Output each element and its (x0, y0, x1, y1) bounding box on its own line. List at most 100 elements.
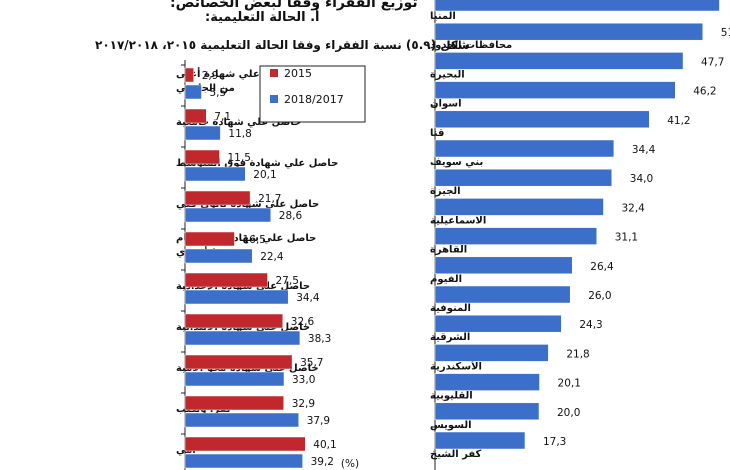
section-header: توزيع الفقراء وفقاً لبعض الخصائص: (170, 0, 418, 11)
bar-value-label: 11,8 (228, 128, 251, 140)
bar-value-label: 7,1 (214, 111, 231, 123)
unit-label: (%) (341, 458, 359, 470)
left-category-label: حاصل علي شهادة جامعية (176, 117, 301, 128)
governorate-value-label: 41,2 (667, 115, 690, 127)
bar-value-label: 33,0 (292, 374, 315, 386)
governorate-bar (434, 285, 571, 304)
right-category-label: الجيزة (430, 186, 461, 197)
bar-2015 (184, 108, 207, 124)
bar-value-label: 38,3 (308, 333, 331, 345)
governorate-bar (434, 168, 613, 187)
bar-value-label: 27,5 (276, 275, 299, 287)
bar-value-label: 35,7 (300, 357, 323, 369)
governorate-value-label: 34,0 (630, 173, 653, 185)
governorate-value-label: 17,3 (543, 436, 566, 448)
legend-label: 2015 (284, 67, 312, 80)
governorate-value-label: 26,0 (588, 290, 611, 302)
bar-2015 (184, 149, 220, 165)
legend-label: 2018/2017 (284, 93, 344, 106)
bar-2018-2017 (184, 330, 301, 346)
bar-2018-2017 (184, 166, 246, 182)
governorate-bar (434, 344, 549, 362)
left-category-label: حاصل علي شهادة فوق المتوسط (176, 158, 338, 169)
right-category-label: الأسكندرية (430, 359, 482, 372)
governorate-bar (434, 110, 650, 129)
governorate-bar (434, 431, 526, 450)
governorate-bar (434, 256, 573, 275)
governorate-bar (434, 22, 704, 41)
bar-value-label: 22,4 (260, 251, 284, 263)
bar-2018-2017 (184, 84, 202, 100)
bar-2015 (184, 190, 251, 206)
governorate-value-label: 31,1 (615, 232, 638, 244)
right-category-label: قنا (430, 128, 444, 139)
right-category-label: المنيا (430, 11, 456, 22)
bar-value-label: 37,9 (307, 415, 330, 427)
right-category-label: محافظات الحدود (430, 40, 512, 51)
governorate-value-label: 32,4 (621, 202, 645, 214)
bar-2018-2017 (184, 207, 272, 223)
governorate-value-label: 20,0 (557, 407, 580, 419)
bar-value-label: 21,7 (258, 193, 281, 205)
bar-2015 (184, 354, 293, 370)
right-category-label: أسوان (430, 97, 462, 110)
bar-2015 (184, 67, 194, 83)
right-category-label: الفيوم (430, 274, 462, 285)
right-category-label: القليوبية (430, 391, 473, 402)
legend-swatch (270, 69, 278, 77)
bar-value-label: 32,9 (292, 398, 315, 410)
bar-2015 (184, 313, 284, 329)
bar-2018-2017 (184, 125, 221, 141)
governorate-value-label: 34,4 (632, 144, 656, 156)
bar-value-label: 16,5 (243, 234, 266, 246)
bar-2015 (184, 436, 306, 452)
bar-2018-2017 (184, 412, 299, 428)
bar-2018-2017 (184, 289, 289, 305)
right-category-label: المنوفية (430, 303, 471, 314)
legend-swatch (270, 95, 278, 103)
bar-2018-2017 (184, 371, 285, 387)
bar-value-label: 39,2 (311, 456, 334, 468)
bar-2015 (184, 272, 268, 288)
governorate-value-label: 46,2 (693, 86, 716, 98)
governorate-bar (434, 198, 604, 216)
right-category-label: كفر الشيخ (430, 449, 482, 460)
governorate-bar (434, 0, 720, 12)
governorate-value-label: 26,4 (590, 261, 614, 273)
right-category-label: بني سويف (430, 157, 483, 168)
governorate-value-label: 47,7 (701, 56, 724, 68)
bar-value-label: 2,9 (202, 70, 219, 82)
right-category-label: الشرقية (430, 332, 470, 343)
bar-value-label: 20,1 (253, 169, 276, 181)
right-category-label: البحيرة (430, 69, 465, 80)
governorate-bar (434, 314, 562, 333)
right-category-label: الاسماعيلية (430, 215, 486, 226)
bar-value-label: 11,5 (228, 152, 251, 164)
right-category-label: السويس (430, 420, 472, 431)
bar-value-label: 40,1 (313, 439, 336, 451)
bar-2015 (184, 395, 284, 411)
governorate-bar (434, 402, 540, 421)
governorate-bar (434, 227, 597, 245)
right-category-label: القاهرة (430, 245, 467, 256)
bar-2018-2017 (184, 248, 253, 264)
chart-title: شكل (٥.٩) نسبة الفقراء وفقا الحالة التعل… (95, 38, 470, 52)
governorate-value-label: 21,8 (566, 348, 589, 360)
governorate-bar (434, 373, 540, 391)
governorate-bar (434, 139, 615, 158)
bar-2015 (184, 231, 235, 247)
bar-value-label: 5,5 (210, 87, 227, 99)
governorate-value-label: 51,5 (721, 27, 730, 39)
bar-value-label: 28,6 (279, 210, 303, 222)
bar-2018-2017 (184, 453, 303, 469)
governorate-value-label: 20,1 (558, 378, 581, 390)
governorate-bar (434, 52, 684, 70)
governorate-bar (434, 81, 676, 99)
left-category-label: من الجامعي (176, 83, 235, 94)
bar-value-label: 32,6 (291, 316, 315, 328)
governorate-value-label: 24,3 (579, 319, 602, 331)
left-category-label: حاصل علي شهادة ثانوي عام (176, 233, 316, 244)
bar-value-label: 34,4 (296, 292, 320, 304)
section-subheader: أ. الحالة التعليمية: (205, 10, 320, 25)
